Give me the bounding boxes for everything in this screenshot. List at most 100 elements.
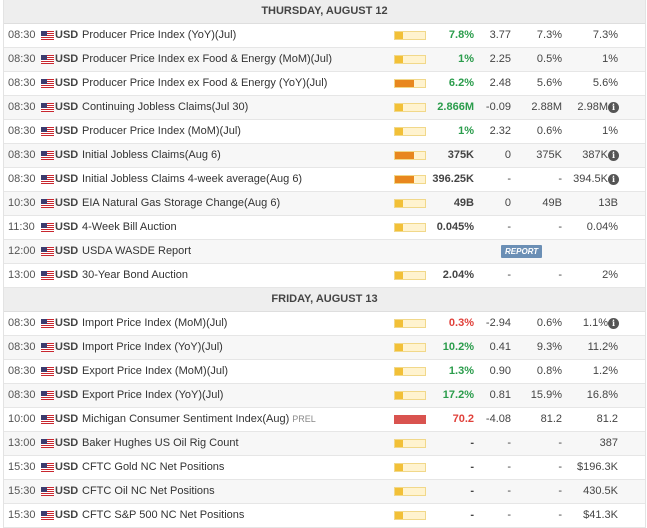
event-title[interactable]: Export Price Index (YoY)(Jul)	[82, 389, 224, 401]
currency-code: USD	[55, 317, 79, 329]
event-title[interactable]: Producer Price Index (MoM)(Jul)	[82, 125, 241, 137]
event-title[interactable]: Initial Jobless Claims 4-week average(Au…	[82, 173, 303, 185]
calendar-row[interactable]: 08:30 USD Export Price Index (YoY)(Jul) 17.…	[4, 384, 645, 408]
event-title[interactable]: Import Price Index (YoY)(Jul)	[82, 341, 223, 353]
calendar-row[interactable]: 12:00 USD USDA WASDE Report REPORT	[4, 240, 645, 264]
surprise-value: 0.90	[489, 365, 511, 377]
info-icon[interactable]: i	[608, 318, 619, 329]
event-name[interactable]: Baker Hughes US Oil Rig Count	[82, 432, 387, 455]
actual-value: -	[470, 485, 474, 497]
currency-code: USD	[55, 101, 79, 113]
event-title[interactable]: Baker Hughes US Oil Rig Count	[82, 437, 239, 449]
calendar-row[interactable]: 13:00 USD 30-Year Bond Auction 2.04% - - 2%	[4, 264, 645, 288]
preliminary-tag: PREL	[292, 414, 316, 424]
calendar-row[interactable]: 15:30 USD CFTC S&P 500 NC Net Positions - - -…	[4, 504, 645, 528]
event-name[interactable]: 30-Year Bond Auction	[82, 264, 387, 287]
info-icon[interactable]: i	[608, 174, 619, 185]
event-title[interactable]: Continuing Jobless Claims(Jul 30)	[82, 101, 249, 113]
us-flag-icon	[41, 463, 54, 472]
event-title[interactable]: Export Price Index (MoM)(Jul)	[82, 365, 229, 377]
actual-value: 1.3%	[448, 365, 474, 377]
event-name[interactable]: Producer Price Index ex Food & Energy (M…	[82, 48, 387, 71]
consensus-value: -	[558, 437, 562, 449]
calendar-row[interactable]: 08:30 USD Initial Jobless Claims 4-week av…	[4, 168, 645, 192]
info-icon[interactable]: i	[608, 150, 619, 161]
calendar-row[interactable]: 08:30 USD Import Price Index (MoM)(Jul) 0.3…	[4, 312, 645, 336]
calendar-row[interactable]: 11:30 USD 4-Week Bill Auction 0.045% - - 0.04%	[4, 216, 645, 240]
calendar-row[interactable]: 08:30 USD Initial Jobless Claims(Aug 6) 375…	[4, 144, 645, 168]
event-name[interactable]: Michigan Consumer Sentiment Index(Aug) PR…	[82, 408, 387, 431]
actual-value: 2.866M	[437, 101, 474, 113]
event-title[interactable]: CFTC Oil NC Net Positions	[82, 485, 215, 497]
event-title[interactable]: CFTC S&P 500 NC Net Positions	[82, 509, 245, 521]
event-name[interactable]: USDA WASDE Report	[82, 240, 387, 263]
event-time: 08:30	[8, 365, 36, 377]
currency-code: USD	[55, 77, 79, 89]
calendar-row[interactable]: 08:30 USD Producer Price Index (MoM)(Jul) 1…	[4, 120, 645, 144]
event-name[interactable]: Import Price Index (YoY)(Jul)	[82, 336, 387, 359]
calendar-row[interactable]: 15:30 USD CFTC Oil NC Net Positions - - - 430.…	[4, 480, 645, 504]
event-name[interactable]: Producer Price Index (YoY)(Jul)	[82, 24, 387, 47]
event-time: 08:30	[8, 173, 36, 185]
surprise-value: 0	[504, 197, 511, 209]
calendar-row[interactable]: 10:30 USD EIA Natural Gas Storage Change(A…	[4, 192, 645, 216]
consensus-value: 375K	[536, 149, 562, 161]
calendar-row[interactable]: 15:30 USD CFTC Gold NC Net Positions - - - $19…	[4, 456, 645, 480]
event-name[interactable]: Producer Price Index (MoM)(Jul)	[82, 120, 387, 143]
actual-value: 0.045%	[436, 221, 474, 233]
consensus-value: -	[558, 221, 562, 233]
calendar-row[interactable]: 13:00 USD Baker Hughes US Oil Rig Count - - -…	[4, 432, 645, 456]
event-name[interactable]: Export Price Index (YoY)(Jul)	[82, 384, 387, 407]
consensus-value: -	[558, 269, 562, 281]
event-name[interactable]: EIA Natural Gas Storage Change(Aug 6)	[82, 192, 387, 215]
calendar-row[interactable]: 08:30 USD Producer Price Index ex Food & E…	[4, 72, 645, 96]
event-title[interactable]: USDA WASDE Report	[82, 245, 192, 257]
event-time: 11:30	[8, 221, 35, 233]
us-flag-icon	[41, 391, 54, 400]
consensus-value: 0.5%	[536, 53, 562, 65]
event-title[interactable]: CFTC Gold NC Net Positions	[82, 461, 225, 473]
event-title[interactable]: 4-Week Bill Auction	[82, 221, 177, 233]
calendar-row[interactable]: 08:30 USD Import Price Index (YoY)(Jul) 10.…	[4, 336, 645, 360]
currency-code: USD	[55, 197, 79, 209]
event-title[interactable]: Producer Price Index (YoY)(Jul)	[82, 29, 237, 41]
actual-value: 7.8%	[448, 29, 474, 41]
event-title[interactable]: Michigan Consumer Sentiment Index(Aug)	[82, 413, 290, 425]
event-title[interactable]: Initial Jobless Claims(Aug 6)	[82, 149, 221, 161]
event-name[interactable]: Producer Price Index ex Food & Energy (Y…	[82, 72, 387, 95]
event-name[interactable]: 4-Week Bill Auction	[82, 216, 387, 239]
event-title[interactable]: 30-Year Bond Auction	[82, 269, 189, 281]
event-title[interactable]: EIA Natural Gas Storage Change(Aug 6)	[82, 197, 281, 209]
calendar-row[interactable]: 08:30 USD Continuing Jobless Claims(Jul 30…	[4, 96, 645, 120]
calendar-row[interactable]: 10:00 USD Michigan Consumer Sentiment Inde…	[4, 408, 645, 432]
event-time: 13:00	[8, 269, 36, 281]
event-title[interactable]: Import Price Index (MoM)(Jul)	[82, 317, 228, 329]
calendar-row[interactable]: 08:30 USD Producer Price Index (YoY)(Jul) 7…	[4, 24, 645, 48]
actual-value: 1%	[458, 53, 474, 65]
calendar-row[interactable]: 08:30 USD Export Price Index (MoM)(Jul) 1.3…	[4, 360, 645, 384]
event-title[interactable]: Producer Price Index ex Food & Energy (M…	[82, 53, 333, 65]
currency-code: USD	[55, 125, 79, 137]
consensus-value: -	[558, 173, 562, 185]
surprise-value: 0	[504, 149, 511, 161]
info-icon[interactable]: i	[608, 102, 619, 113]
impact-indicator	[394, 439, 426, 448]
event-name[interactable]: CFTC Oil NC Net Positions	[82, 480, 387, 503]
surprise-value: 3.77	[489, 29, 511, 41]
calendar-row[interactable]: 08:30 USD Producer Price Index ex Food & E…	[4, 48, 645, 72]
us-flag-icon	[41, 343, 54, 352]
previous-value: 7.3%	[592, 29, 618, 41]
event-name[interactable]: Initial Jobless Claims(Aug 6)	[82, 144, 387, 167]
event-name[interactable]: Continuing Jobless Claims(Jul 30)	[82, 96, 387, 119]
report-button[interactable]: REPORT	[501, 245, 543, 258]
event-time: 15:30	[8, 461, 36, 473]
event-name[interactable]: Export Price Index (MoM)(Jul)	[82, 360, 387, 383]
event-name[interactable]: CFTC Gold NC Net Positions	[82, 456, 387, 479]
event-title[interactable]: Producer Price Index ex Food & Energy (Y…	[82, 77, 328, 89]
surprise-value: 2.25	[489, 53, 511, 65]
event-name[interactable]: Initial Jobless Claims 4-week average(Au…	[82, 168, 387, 191]
consensus-value: -	[558, 485, 562, 497]
event-time: 08:30	[8, 29, 36, 41]
impact-indicator	[394, 103, 426, 112]
event-name[interactable]: Import Price Index (MoM)(Jul)	[82, 312, 387, 335]
